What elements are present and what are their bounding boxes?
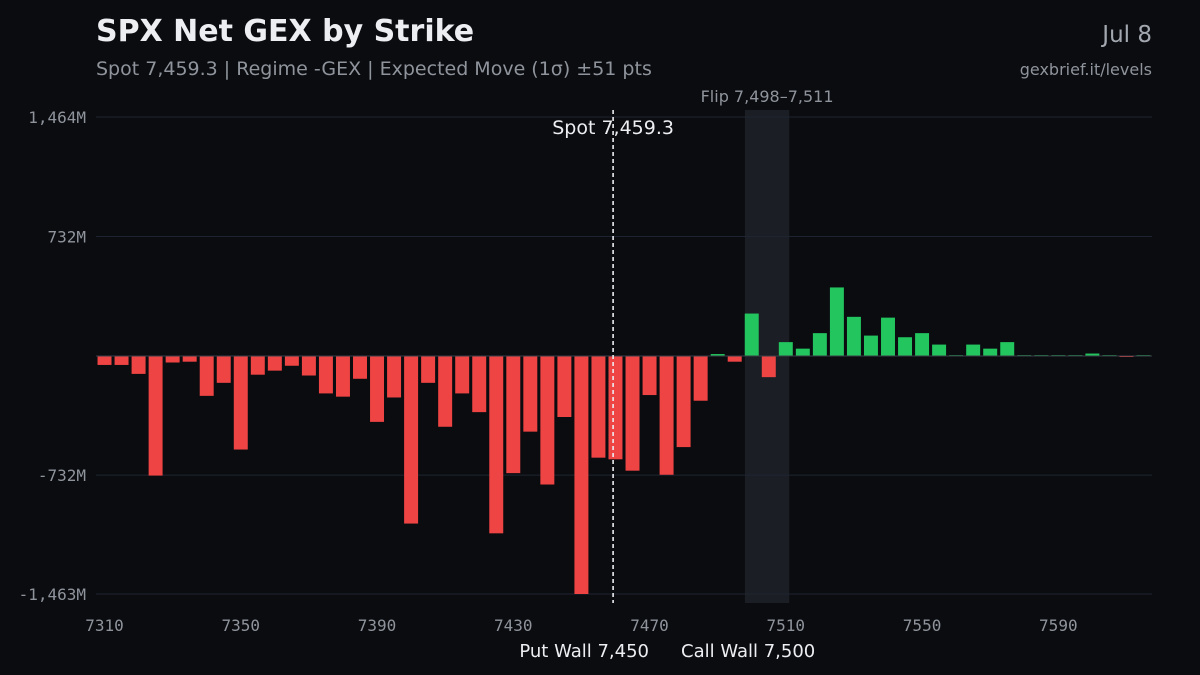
gex-bar	[591, 356, 606, 458]
y-tick-label: 732M	[47, 228, 86, 247]
gex-bar	[829, 287, 844, 356]
gex-bar	[455, 356, 470, 394]
gex-bar	[370, 356, 385, 422]
x-tick-label: 7590	[1039, 616, 1078, 635]
gex-bar	[608, 356, 623, 460]
x-axis-labels: 7310 7350 7390 7430 7470 7510 7550 7590	[85, 616, 1077, 635]
gex-bar	[165, 356, 180, 363]
gex-bar	[97, 356, 112, 365]
y-tick-label: 1,464M	[28, 108, 86, 127]
gex-bar	[1085, 353, 1100, 356]
bars-layer	[97, 287, 1151, 594]
gex-bar	[676, 356, 691, 448]
gex-bar	[540, 356, 555, 485]
gex-bar	[932, 344, 947, 356]
x-tick-label: 7350	[222, 616, 261, 635]
x-tick-label: 7470	[630, 616, 669, 635]
y-tick-label: -732M	[38, 466, 86, 485]
flip-zone-label: Flip 7,498–7,511	[701, 87, 834, 106]
gex-bar	[335, 356, 350, 397]
gex-bar	[131, 356, 146, 374]
gex-bar	[233, 356, 248, 450]
gridlines-layer	[96, 116, 1152, 595]
gex-bar	[523, 356, 538, 432]
gex-bar	[693, 356, 708, 401]
x-tick-label: 7390	[358, 616, 397, 635]
gex-bar	[812, 333, 827, 356]
gex-bar	[727, 356, 742, 362]
gex-bar	[199, 356, 214, 396]
gex-bar	[114, 356, 129, 365]
gex-bar	[421, 356, 436, 383]
y-axis-labels: 1,464M 732M -732M -1,463M	[19, 108, 86, 604]
annotations-layer: Spot 7,459.3 Flip 7,498–7,511 Put Wall 7,4…	[519, 87, 833, 662]
gex-bar	[216, 356, 231, 383]
gex-bar	[761, 356, 776, 378]
x-tick-label: 7510	[767, 616, 806, 635]
gex-bar	[1000, 342, 1015, 356]
gex-bar	[506, 356, 521, 474]
chart-date: Jul 8	[1102, 22, 1152, 48]
chart-subtitle: Spot 7,459.3 | Regime -GEX | Expected Mo…	[96, 58, 652, 80]
gex-bar	[250, 356, 265, 375]
gex-bar	[284, 356, 299, 366]
chart-title: SPX Net GEX by Strike	[96, 14, 475, 49]
call-wall-label: Call Wall 7,500	[681, 641, 815, 662]
gex-bar	[148, 356, 163, 476]
gex-bar	[404, 356, 419, 524]
gex-bar	[881, 317, 895, 356]
gex-bar	[353, 356, 367, 379]
gex-bar	[438, 356, 453, 427]
gex-bar	[846, 316, 861, 356]
gex-bar	[182, 356, 197, 362]
gex-bar	[659, 356, 674, 475]
gex-bar	[966, 344, 981, 356]
spot-label: Spot 7,459.3	[552, 117, 674, 139]
x-tick-label: 7550	[903, 616, 942, 635]
y-tick-label: -1,463M	[19, 585, 86, 604]
x-tick-label: 7430	[494, 616, 533, 635]
source-label: gexbrief.it/levels	[1019, 60, 1152, 79]
gex-bar	[778, 342, 793, 356]
gex-bar	[625, 356, 640, 471]
gex-bar	[318, 356, 333, 394]
gex-bar	[710, 354, 725, 356]
gex-bar	[574, 356, 589, 594]
gex-bar	[557, 356, 572, 418]
gex-bar	[489, 356, 504, 534]
gex-bar	[915, 333, 930, 356]
x-tick-label: 7310	[85, 616, 124, 635]
gex-bar	[387, 356, 402, 398]
gex-bar	[795, 348, 810, 356]
gex-bar	[898, 337, 913, 356]
gex-bar	[983, 348, 998, 356]
put-wall-label: Put Wall 7,450	[519, 641, 649, 662]
gex-bar	[267, 356, 282, 371]
gex-bar	[472, 356, 487, 413]
gex-bar	[642, 356, 657, 396]
gex-bar	[863, 335, 878, 356]
gex-bar	[301, 356, 316, 376]
gex-bar	[744, 313, 759, 356]
